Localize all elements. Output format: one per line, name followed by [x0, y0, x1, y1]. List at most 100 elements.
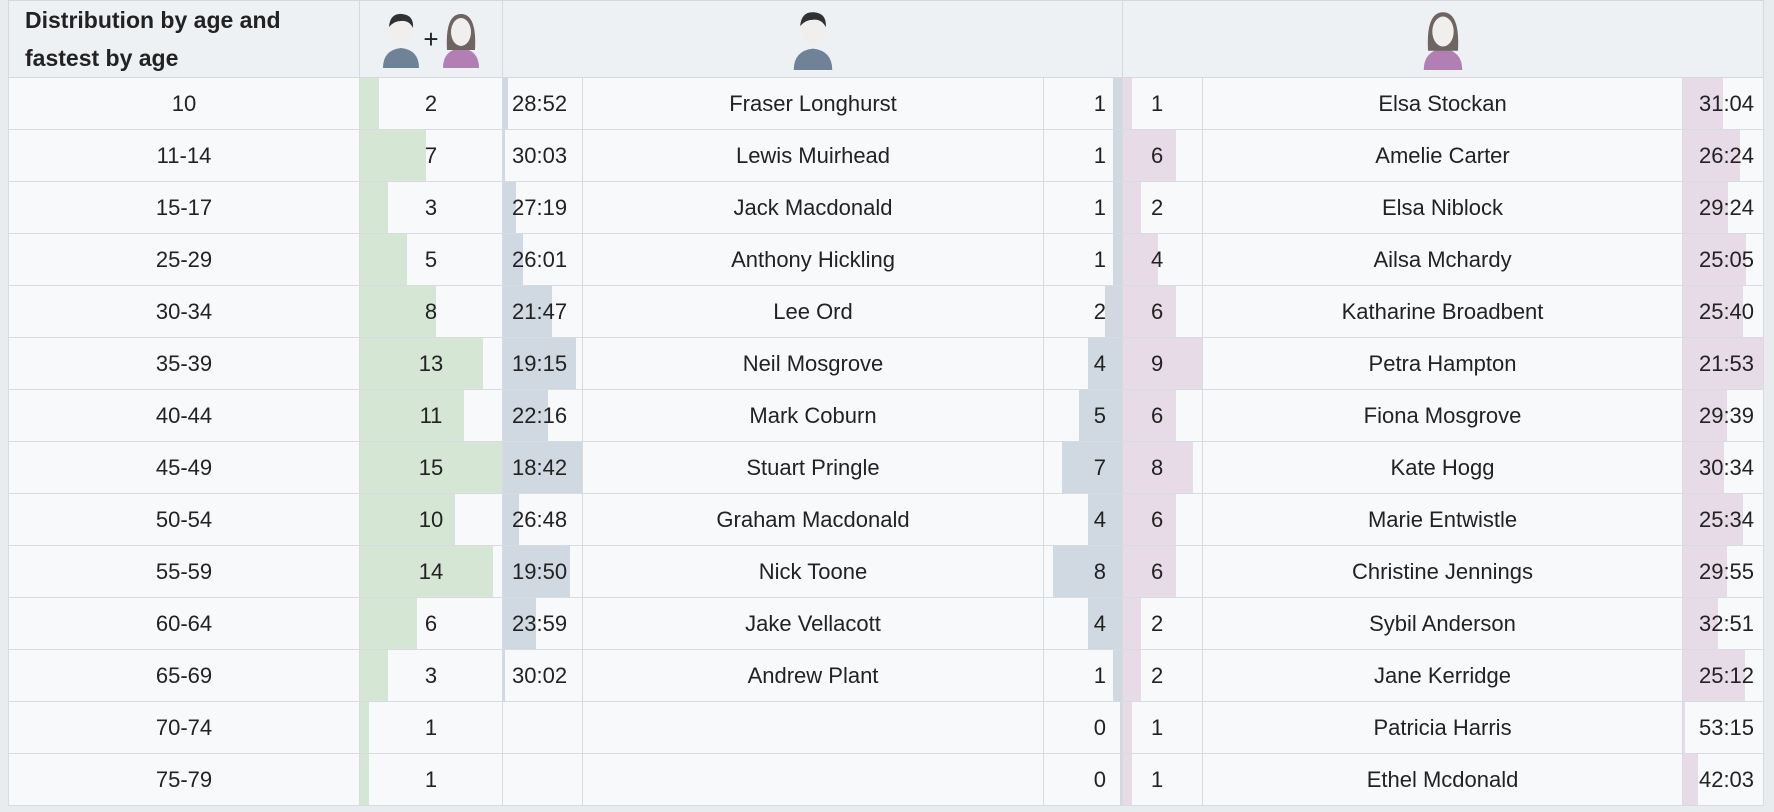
men-count: 1: [1042, 233, 1124, 286]
women-count: 6: [1122, 285, 1204, 338]
men-fastest-name[interactable]: Anthony Hickling: [582, 233, 1044, 286]
men-fastest-time: 28:52: [502, 77, 583, 130]
table-row: 10 2 28:52 Fraser Longhurst 1 1 Elsa Sto…: [8, 77, 1765, 130]
men-fastest-name[interactable]: Fraser Longhurst: [582, 77, 1044, 130]
women-count: 6: [1122, 545, 1204, 598]
age-group: 45-49: [8, 441, 360, 494]
men-fastest-name[interactable]: Jake Vellacott: [582, 597, 1044, 650]
men-fastest-name[interactable]: Lee Ord: [582, 285, 1044, 338]
total-count: 11: [359, 389, 503, 442]
women-fastest-time: 21:53: [1682, 337, 1765, 390]
women-count: 1: [1122, 753, 1204, 806]
women-fastest-name[interactable]: Elsa Stockan: [1202, 77, 1684, 130]
age-group: 35-39: [8, 337, 360, 390]
women-time-bar: [1683, 130, 1740, 181]
total-bar: [360, 494, 455, 545]
women-time-bar: [1683, 442, 1725, 493]
men-time-bar: [503, 78, 509, 129]
women-fastest-name[interactable]: Elsa Niblock: [1202, 181, 1684, 234]
age-group: 60-64: [8, 597, 360, 650]
men-count: 7: [1042, 441, 1124, 494]
men-fastest-time: 30:03: [502, 129, 583, 182]
age-group: 75-79: [8, 753, 360, 806]
men-fastest-name[interactable]: Andrew Plant: [582, 649, 1044, 702]
men-time-bar: [503, 598, 536, 649]
women-fastest-name[interactable]: Patricia Harris: [1202, 701, 1684, 754]
women-count-bar: [1123, 338, 1203, 389]
total-bar: [360, 286, 436, 337]
men-count-bar: [1113, 130, 1123, 181]
women-time-bar: [1683, 234, 1746, 285]
men-fastest-name[interactable]: [582, 701, 1044, 754]
men-fastest-time: [502, 753, 583, 806]
women-fastest-name[interactable]: Amelie Carter: [1202, 129, 1684, 182]
women-fastest-name[interactable]: Sybil Anderson: [1202, 597, 1684, 650]
women-fastest-time: 31:04: [1682, 77, 1765, 130]
women-count: 9: [1122, 337, 1204, 390]
men-count-bar: [1087, 598, 1123, 649]
table-row: 25-29 5 26:01 Anthony Hickling 1 4 Ailsa…: [8, 233, 1765, 286]
men-count-bar: [1113, 650, 1123, 701]
total-count: 14: [359, 545, 503, 598]
men-fastest-time: 19:50: [502, 545, 583, 598]
women-fastest-time: 53:15: [1682, 701, 1765, 754]
men-fastest-time: 26:48: [502, 493, 583, 546]
total-count: 2: [359, 77, 503, 130]
women-fastest-name[interactable]: Jane Kerridge: [1202, 649, 1684, 702]
men-fastest-name[interactable]: Neil Mosgrove: [582, 337, 1044, 390]
table-row: 50-54 10 26:48 Graham Macdonald 4 6 Mari…: [8, 493, 1765, 546]
men-count-bar: [1079, 390, 1123, 441]
women-time-bar: [1683, 702, 1686, 753]
women-fastest-name[interactable]: Petra Hampton: [1202, 337, 1684, 390]
men-fastest-time: [502, 701, 583, 754]
women-fastest-name[interactable]: Ailsa Mchardy: [1202, 233, 1684, 286]
men-fastest-time: 26:01: [502, 233, 583, 286]
men-fastest-name[interactable]: Mark Coburn: [582, 389, 1044, 442]
total-bar: [360, 546, 493, 597]
table-row: 30-34 8 21:47 Lee Ord 2 6 Katharine Broa…: [8, 285, 1765, 338]
table-row: 45-49 15 18:42 Stuart Pringle 7 8 Kate H…: [8, 441, 1765, 494]
men-fastest-name[interactable]: Lewis Muirhead: [582, 129, 1044, 182]
women-fastest-name[interactable]: Marie Entwistle: [1202, 493, 1684, 546]
women-count: 2: [1122, 181, 1204, 234]
men-count-bar: [1061, 442, 1123, 493]
men-fastest-time: 22:16: [502, 389, 583, 442]
men-fastest-name[interactable]: Stuart Pringle: [582, 441, 1044, 494]
women-count: 4: [1122, 233, 1204, 286]
men-time-bar: [503, 338, 577, 389]
total-bar: [360, 650, 389, 701]
women-count-bar: [1123, 598, 1141, 649]
men-fastest-name[interactable]: Graham Macdonald: [582, 493, 1044, 546]
total-bar: [360, 598, 417, 649]
women-fastest-name[interactable]: Fiona Mosgrove: [1202, 389, 1684, 442]
total-count: 1: [359, 701, 503, 754]
women-fastest-time: 25:34: [1682, 493, 1765, 546]
women-count: 6: [1122, 389, 1204, 442]
men-fastest-name[interactable]: [582, 753, 1044, 806]
women-fastest-name[interactable]: Kate Hogg: [1202, 441, 1684, 494]
women-count: 2: [1122, 597, 1204, 650]
men-count: 4: [1042, 493, 1124, 546]
total-count: 6: [359, 597, 503, 650]
total-bar: [360, 338, 484, 389]
women-fastest-name[interactable]: Christine Jennings: [1202, 545, 1684, 598]
women-fastest-name[interactable]: Ethel Mcdonald: [1202, 753, 1684, 806]
women-count: 6: [1122, 493, 1204, 546]
men-count-bar: [1113, 78, 1123, 129]
women-count-bar: [1123, 702, 1132, 753]
total-count: 3: [359, 181, 503, 234]
man-avatar-icon: [789, 12, 837, 70]
women-count-bar: [1123, 390, 1176, 441]
men-fastest-name[interactable]: Nick Toone: [582, 545, 1044, 598]
women-fastest-name[interactable]: Katharine Broadbent: [1202, 285, 1684, 338]
men-fastest-name[interactable]: Jack Macdonald: [582, 181, 1044, 234]
men-count-bar: [1053, 546, 1123, 597]
men-fastest-time: 18:42: [502, 441, 583, 494]
total-count: 5: [359, 233, 503, 286]
table-row: 75-79 1 0 1 Ethel Mcdonald 42:03: [8, 753, 1765, 806]
age-group: 15-17: [8, 181, 360, 234]
men-count: 0: [1042, 753, 1124, 806]
plus-sign: +: [423, 24, 439, 54]
women-count: 2: [1122, 649, 1204, 702]
women-time-bar: [1683, 182, 1729, 233]
